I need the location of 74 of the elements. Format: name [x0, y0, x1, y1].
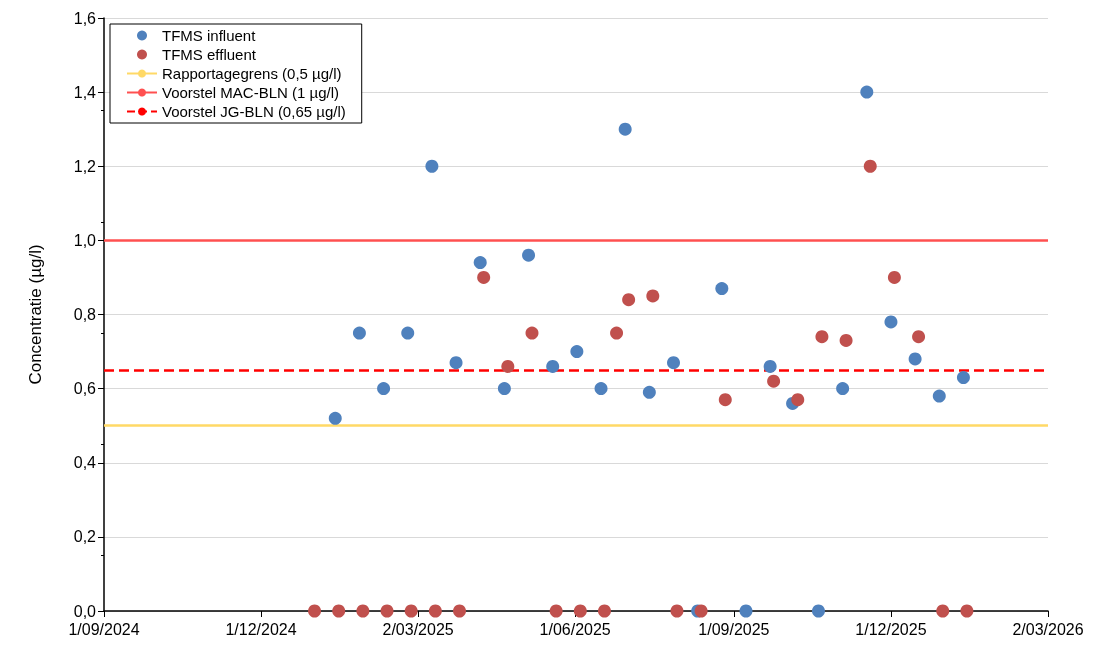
point	[815, 330, 829, 344]
y-tick-label: 1,4	[73, 83, 97, 101]
legend-label: TFMS influent	[162, 27, 257, 44]
point	[860, 85, 874, 99]
legend-label: Rapportagegrens (0,5 µg/l)	[162, 65, 342, 82]
x-tick-label: 1/06/2025	[539, 620, 611, 638]
y-tick-label: 0,0	[73, 602, 97, 620]
x-tick-label: 2/03/2025	[382, 620, 454, 638]
point	[428, 604, 442, 618]
y-tick-label: 1,2	[73, 157, 97, 175]
point	[767, 374, 781, 388]
y-tick-label: 0,8	[73, 306, 97, 323]
point	[670, 604, 684, 618]
point	[453, 604, 467, 618]
point	[646, 289, 660, 303]
point	[449, 356, 463, 370]
point	[570, 345, 584, 359]
point	[501, 359, 515, 373]
y-tick-label: 0,4	[73, 454, 97, 472]
point	[739, 604, 753, 618]
x-tick-label: 1/09/2025	[698, 620, 770, 638]
point	[763, 359, 777, 373]
point	[908, 352, 922, 366]
point	[642, 385, 656, 399]
point	[404, 604, 418, 618]
point	[401, 326, 415, 340]
y-axis-title: Concentratie (µg/l)	[26, 244, 45, 385]
point	[352, 326, 366, 340]
point	[811, 604, 825, 618]
point	[887, 270, 901, 284]
y-tick-label: 0,2	[73, 528, 97, 546]
point	[594, 382, 608, 396]
point	[836, 382, 850, 396]
point	[328, 411, 342, 425]
point	[425, 159, 439, 173]
point	[932, 389, 946, 403]
point	[597, 604, 611, 618]
legend-label: Voorstel MAC-BLN (1 µg/l)	[162, 84, 340, 101]
x-tick-label: 1/12/2025	[855, 620, 927, 638]
point	[525, 326, 539, 340]
point	[332, 604, 346, 618]
point	[936, 604, 950, 618]
point	[522, 248, 536, 262]
point	[622, 293, 636, 307]
point	[912, 330, 926, 344]
point	[308, 604, 322, 618]
point	[839, 333, 853, 347]
point	[546, 359, 560, 373]
y-tick-label: 1,0	[73, 231, 97, 249]
point	[610, 326, 624, 340]
point	[715, 282, 729, 296]
point	[956, 371, 970, 384]
point	[573, 604, 587, 618]
point	[380, 604, 394, 618]
y-tick-label: 1,6	[73, 9, 97, 27]
point	[497, 382, 511, 396]
point	[884, 315, 898, 329]
x-tick-label: 1/09/2024	[68, 620, 140, 638]
point	[618, 122, 632, 136]
x-tick-label: 2/03/2026	[1012, 620, 1084, 638]
point	[667, 356, 681, 370]
point	[718, 393, 732, 407]
y-tick-label: 0,6	[73, 380, 97, 398]
point	[863, 159, 877, 173]
legend-label: TFMS effluent	[162, 46, 257, 63]
point	[377, 382, 391, 396]
point	[356, 604, 370, 618]
point	[477, 270, 491, 284]
point	[791, 393, 805, 407]
x-tick-label: 1/12/2024	[225, 620, 297, 638]
point	[473, 256, 487, 270]
legend-label: Voorstel JG-BLN (0,65 µg/l)	[162, 103, 346, 120]
point	[549, 604, 563, 618]
point	[960, 604, 974, 618]
